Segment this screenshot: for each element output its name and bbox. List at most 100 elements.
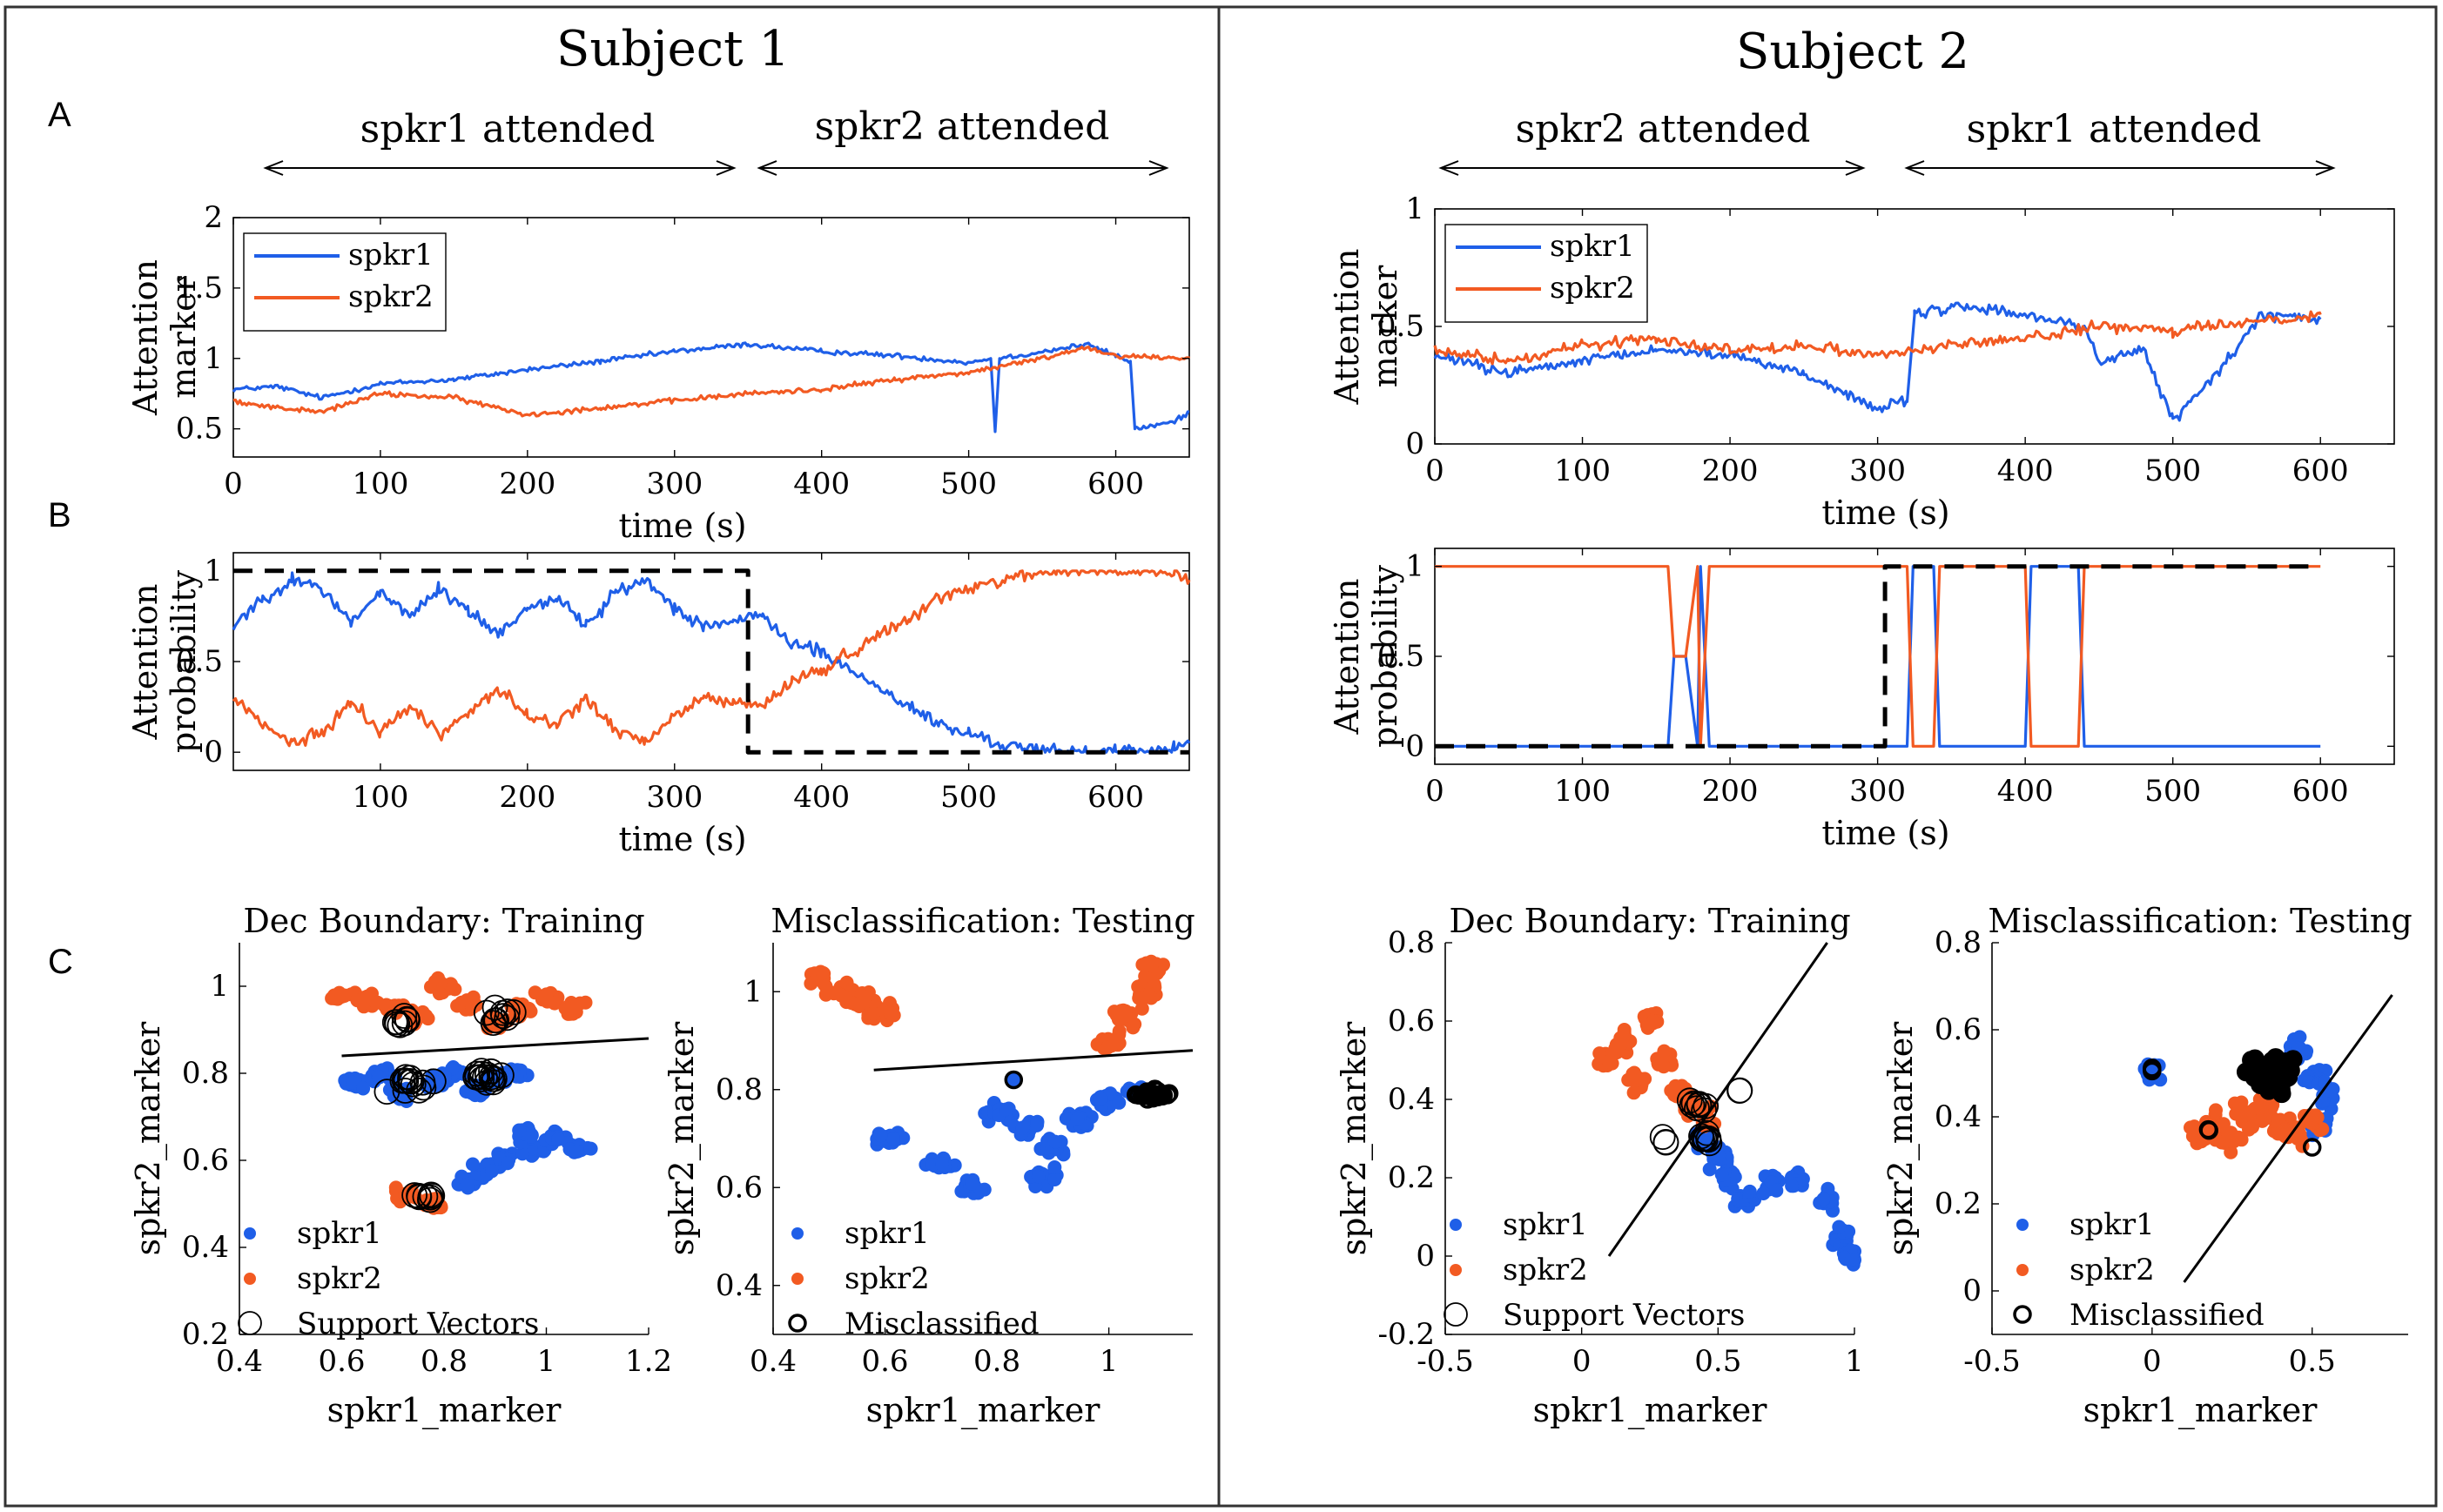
s1-test-spkr2-point [1127, 1017, 1142, 1032]
s2-test-spkr2-point [2224, 1145, 2238, 1159]
s1-train-xlabel: spkr1_marker [327, 1391, 562, 1430]
s1-train-spkr1-point [504, 1062, 518, 1077]
s1-marker-plot: 0 100 200 300 400 500 600 0.5 1 1.5 2 time (s) Atten… [126, 200, 1191, 545]
s1-test-misclassified-point [1154, 1085, 1174, 1105]
s1-train-xtick-label: 0.6 [318, 1344, 365, 1379]
s1-attended-left: spkr1 attended [360, 107, 656, 151]
s1-train-support-vector [381, 1009, 408, 1036]
s1-test-spkr2-point [804, 976, 818, 991]
s1-train-legend-swatch-circle [238, 1311, 262, 1335]
s1-test-legend-swatch-circle [788, 1314, 807, 1333]
s2-marker-xtick-label: 500 [2144, 454, 2201, 488]
s2-train-spkr2-point [1657, 1044, 1672, 1058]
s2-train-support-vector [1726, 1077, 1753, 1104]
s2-test-spkr2-point [2218, 1134, 2232, 1149]
s2-train-xtick-label: 1 [1845, 1344, 1864, 1379]
s1-test-spkr1-point [965, 1176, 979, 1191]
s2-train-support-vector [1649, 1124, 1676, 1150]
s2-train-spkr1-point [1785, 1179, 1800, 1193]
s2-test-misclassified-point [2199, 1120, 2218, 1140]
s2-train-support-vector [1679, 1092, 1706, 1119]
s2-train-support-vector [1693, 1126, 1719, 1152]
s2-prob-xtick-label: 300 [1849, 774, 1906, 809]
s1-train-spkr1-point [466, 1157, 480, 1172]
s2-train-spkr2-point [1602, 1054, 1617, 1069]
s1-marker-legend-box [243, 232, 447, 332]
s1-test-xtick-label: 0.4 [750, 1344, 797, 1379]
s2-test-spkr2-point [2252, 1101, 2267, 1116]
s1-prob-xtick-label: 500 [940, 780, 997, 815]
s1-prob-xtick-label: 100 [352, 780, 408, 815]
s1-test-spkr2-point [865, 1006, 880, 1021]
s1-prob-ytick-label: 0 [204, 735, 223, 769]
s1-test-spkr2-point [1134, 1001, 1149, 1016]
s1-train-legend-swatch-spkr2 [244, 1273, 256, 1285]
s2-prob-ytick-label: 0.5 [1377, 639, 1424, 674]
s2-train-ytick-label: 0.6 [1388, 1004, 1435, 1038]
s2-test-legend-label-spkr1: spkr1 [2069, 1207, 2155, 1242]
s1-train-spkr2-point [547, 996, 562, 1011]
s2-test-spkr2-point [2292, 1127, 2307, 1142]
s2-test-xtick-label: 0.5 [2289, 1344, 2336, 1379]
s2-test-scatter: -0.5 0 0.5 0 0.2 0.4 0.6 0.8Misclassification: … [1881, 902, 2413, 1430]
s1-test-spkr1-point [1015, 1120, 1030, 1135]
s1-test-spkr2-point [1144, 958, 1159, 973]
s2-train-ytick-label: 0.2 [1388, 1160, 1435, 1195]
s1-prob-ylabel-1: Attention [126, 583, 165, 740]
s2-train-xtick-label: 0 [1572, 1344, 1592, 1379]
s1-train-ytick-label: 0.6 [182, 1143, 229, 1178]
s1-attended-right: spkr2 attended [815, 104, 1110, 149]
s1-train-support-vector [480, 1010, 507, 1036]
s2-test-decision-boundary [2183, 994, 2393, 1283]
s2-prob-xtick-label: 600 [2292, 774, 2349, 809]
s1-prob-xlabel: time (s) [618, 820, 746, 858]
subject-2-title: Subject 2 [1736, 24, 1969, 80]
s2-train-spkr2-point [1592, 1046, 1607, 1061]
s2-train-spkr2-point [1609, 1038, 1624, 1052]
s1-train-support-vector [406, 1184, 433, 1211]
s1-marker-xtick-label: 100 [352, 467, 408, 501]
s1-test-spkr1-point [896, 1131, 911, 1146]
s1-test-spkr1-point [1059, 1111, 1073, 1126]
s1-train-xtick-label: 0.4 [216, 1344, 263, 1379]
s2-train-support-vector [1652, 1129, 1679, 1155]
s2-train-legend-label-spkr1: spkr1 [1503, 1207, 1588, 1242]
panel-letter-c: C [48, 943, 73, 981]
s2-test-misclassified-point [2143, 1059, 2162, 1079]
s2-train-ytick-label: 0.8 [1388, 925, 1435, 960]
s2-attended-right: spkr1 attended [1967, 107, 2262, 151]
s2-test-spkr2-point [2234, 1132, 2249, 1147]
s2-test-misclassified-point [2302, 1138, 2322, 1157]
s1-train-legend-label-circle: Support Vectors [297, 1307, 539, 1341]
s2-train-legend-swatch-spkr2 [1450, 1264, 1462, 1276]
s1-train-support-vector [387, 1011, 414, 1038]
s2-prob-plot: 0 100 200 300 400 500 600 0 0.5 1 time (s) Attentio… [1328, 548, 2395, 852]
s1-test-spkr1-point [1031, 1169, 1046, 1184]
s1-prob-spkr2-line [232, 569, 1191, 748]
s1-train-support-vector [500, 999, 527, 1025]
s1-marker-ytick-label: 1 [204, 341, 223, 376]
s1-test-ytick-label: 0.6 [716, 1170, 763, 1205]
s1-train-spkr2-point [326, 988, 341, 1003]
s2-prob-xtick-label: 500 [2144, 774, 2201, 809]
s1-test-spkr1-point [1112, 1095, 1127, 1110]
s1-train-spkr2-point [427, 974, 442, 989]
s2-train-spkr1-point [1714, 1167, 1729, 1182]
s1-test-legend-swatch-spkr2 [791, 1273, 804, 1285]
s1-test-ytick-label: 1 [744, 974, 763, 1009]
s1-prob-true-attention-line [233, 568, 1189, 755]
s2-train-legend-label-circle: Support Vectors [1503, 1298, 1745, 1333]
s2-prob-xtick-label: 200 [1702, 774, 1759, 809]
s2-prob-ylabel-1: Attention [1328, 578, 1366, 735]
s1-marker-ytick-label: 1.5 [176, 271, 223, 306]
s1-test-spkr1-point [1030, 1117, 1045, 1132]
s1-train-support-vector [462, 1064, 489, 1091]
s2-marker-xtick-label: 400 [1997, 454, 2054, 488]
s1-train-support-vector [409, 1069, 436, 1096]
s2-marker-plot: 0 100 200 300 400 500 600 0 0.5 1 time (s) Attentio… [1328, 192, 2395, 532]
s1-prob-xtick-label: 300 [646, 780, 703, 815]
s1-test-ytick-label: 0.8 [716, 1072, 763, 1107]
